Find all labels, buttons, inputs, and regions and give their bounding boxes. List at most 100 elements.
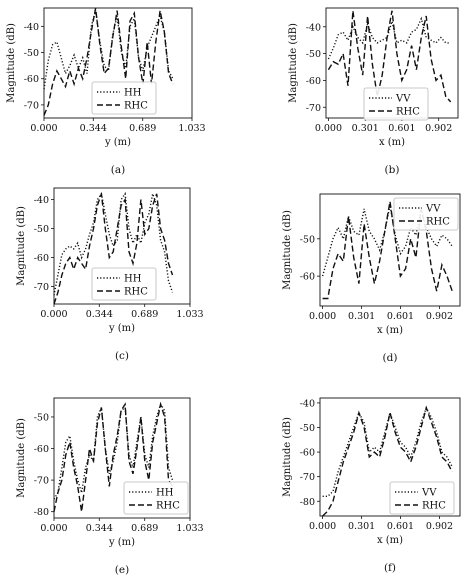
x-tick-label: 0.902 [426,311,453,322]
series-line-hh [53,191,174,296]
panel-caption: (d) [383,352,398,364]
series-line-rhc [53,193,174,305]
x-tick-label: 0.301 [348,521,375,532]
chart-panel: 0.000 0.344 0.689 1.033 -40 -50 -60 -70 y (m) Mag… [16,187,204,362]
y-axis-label: Magnitude (dB) [6,23,17,103]
legend-label-rhc: RHC [422,501,446,512]
legend-box [91,267,157,301]
y-tick-label: -50 [306,49,321,60]
series-line-vv [322,406,453,497]
panel-caption: (f) [384,562,396,574]
panel-caption: (e) [115,564,129,576]
x-tick-label: 0.344 [86,309,113,320]
y-tick-label: -60 [34,253,49,264]
series-line-hh [43,10,174,90]
x-tick-label: 0.000 [30,123,57,134]
legend: HH RHC [123,481,189,515]
legend-box [123,481,189,515]
y-tick-label: -40 [34,195,49,206]
x-tick-label: 0.301 [352,123,379,134]
panel-caption: (c) [115,350,129,362]
x-tick-label: 0.601 [387,311,414,322]
legend-label-rhc: RHC [396,107,420,118]
y-tick-label: -40 [306,22,321,33]
legend-label-rhc: RHC [124,101,148,112]
x-tick-label: 1.033 [176,309,203,320]
x-tick-label: 0.000 [40,523,67,534]
x-tick-label: 0.902 [425,123,452,134]
series-line-rhc [53,401,174,512]
legend-label-hh: HH [124,88,142,99]
legend: HH RHC [91,81,157,115]
chart-panel: 0.000 0.301 0.601 0.902 -40 -50 -60 -70 -80 x (m)… [282,397,461,574]
x-tick-label: 0.000 [309,311,336,322]
legend-box [91,81,157,115]
legend-label-vv: VV [425,204,441,215]
plot-frame [319,193,461,307]
plot-frame [319,397,461,517]
plot-frame [53,397,191,519]
panel-caption: (a) [111,164,125,176]
x-tick-label: 0.301 [348,311,375,322]
y-tick-label: -40 [300,398,315,409]
y-tick-label: -70 [34,282,49,293]
y-tick-label: -80 [34,507,49,518]
panel-caption: (b) [385,164,400,176]
y-tick-label: -70 [34,476,49,487]
x-tick-label: 0.000 [309,521,336,532]
x-tick-label: 0.689 [131,309,158,320]
chart-panel: 0.000 0.344 0.689 1.033 -40 -50 -60 -70 y (m) Mag… [6,7,206,176]
y-axis-label: Magnitude (dB) [288,23,299,103]
legend-box [393,197,459,231]
chart-panel: 0.000 0.344 0.689 1.033 -50 -60 -70 -80 y (m) Mag… [16,397,204,576]
y-tick-label: -60 [300,448,315,459]
x-tick-label: 0.689 [131,523,158,534]
y-tick-label: -50 [24,48,39,59]
plot-frame [43,7,193,119]
legend-label-vv: VV [421,488,437,499]
y-axis-label: Magnitude (dB) [16,418,27,498]
x-axis-label: x (m) [377,325,403,336]
y-tick-label: -60 [34,444,49,455]
series-line-rhc [327,10,452,103]
y-tick-label: -70 [24,100,39,111]
legend-label-rhc: RHC [124,287,148,298]
x-axis-label: y (m) [108,537,135,548]
y-tick-label: -60 [306,76,321,87]
legend-label-hh: HH [124,274,142,285]
legend: VV RHC [393,197,459,231]
y-axis-label: Magnitude (dB) [16,206,27,286]
legend-label-rhc: RHC [156,501,180,512]
x-tick-label: 1.033 [176,523,203,534]
legend: VV RHC [389,481,455,515]
y-tick-label: -70 [300,472,315,483]
legend-box [389,481,455,515]
x-tick-label: 0.601 [387,521,414,532]
legend-label-rhc: RHC [426,217,450,228]
series-line-rhc [322,405,453,517]
y-tick-label: -50 [34,412,49,423]
x-tick-label: 1.033 [178,123,205,134]
x-axis-label: x (m) [377,535,403,546]
x-tick-label: 0.902 [426,521,453,532]
series-line-vv [327,16,451,60]
legend-label-vv: VV [395,94,411,105]
y-tick-label: -70 [306,103,321,114]
x-tick-label: 0.000 [315,123,342,134]
y-axis-label: Magnitude (dB) [282,210,293,290]
x-axis-label: y (m) [108,323,135,334]
x-axis-label: y (m) [104,137,131,148]
legend: HH RHC [91,267,157,301]
chart-panel: 0.000 0.301 0.601 0.902 -40 -50 -60 -70 x (m) Mag… [288,7,459,176]
legend: VV RHC [363,87,429,121]
x-tick-label: 0.601 [388,123,415,134]
x-tick-label: 0.000 [40,309,67,320]
y-tick-label: -50 [300,234,315,245]
x-axis-label: x (m) [379,137,405,148]
y-tick-label: -60 [24,74,39,85]
y-axis-label: Magnitude (dB) [282,417,293,497]
series-line-vv [321,205,453,277]
legend-label-hh: HH [156,488,174,499]
x-tick-label: 0.344 [80,123,107,134]
